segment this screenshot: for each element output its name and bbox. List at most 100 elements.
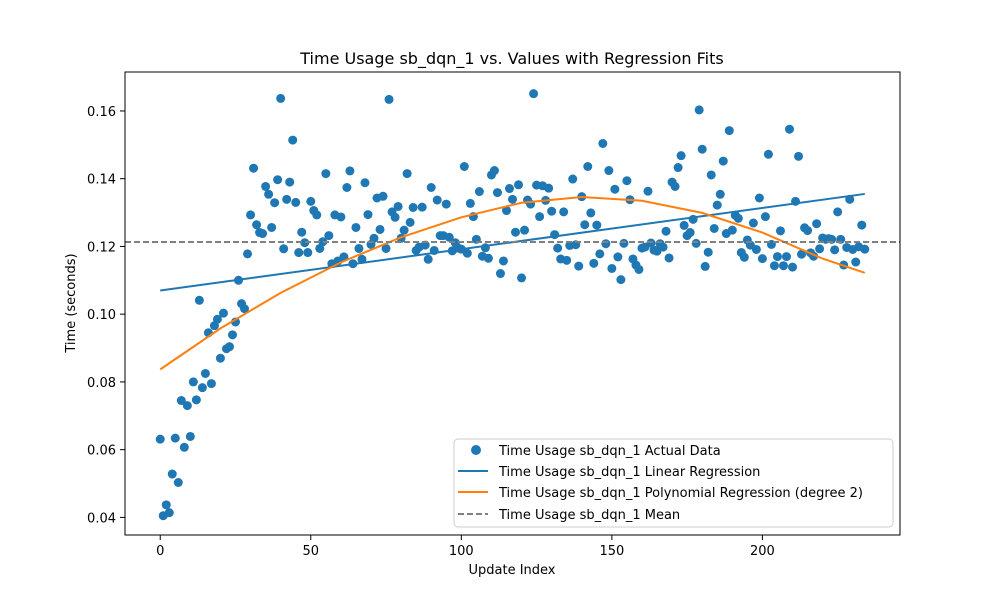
data-point (769, 261, 779, 271)
data-point (360, 178, 370, 188)
data-point (306, 196, 316, 206)
data-point (706, 170, 716, 180)
x-tick-label: 150 (599, 544, 624, 559)
data-point (694, 105, 704, 115)
data-point (315, 243, 325, 253)
data-point (206, 379, 216, 389)
polynomial-regression-curve (159, 195, 866, 371)
data-point (224, 342, 234, 352)
legend-label-linear: Time Usage sb_dqn_1 Linear Regression (498, 465, 760, 480)
y-tick-label: 0.06 (87, 444, 116, 459)
data-point (643, 186, 653, 196)
data-point (504, 184, 514, 194)
data-point (402, 169, 412, 179)
data-point (685, 228, 695, 238)
legend-marker-scatter (471, 445, 481, 455)
data-point (562, 255, 572, 265)
data-point (399, 225, 409, 235)
data-point (586, 208, 596, 218)
data-point (670, 181, 680, 191)
plot-area (125, 89, 900, 521)
data-point (489, 166, 499, 176)
data-point (273, 175, 283, 185)
data-point (589, 258, 599, 268)
data-point (288, 135, 298, 145)
data-point (393, 201, 403, 211)
data-point (300, 238, 310, 248)
data-point (718, 156, 728, 166)
data-point (285, 177, 295, 187)
data-point (282, 194, 292, 204)
data-point (465, 198, 475, 208)
data-point (529, 89, 539, 99)
x-tick-label: 50 (302, 544, 319, 559)
data-point (258, 229, 268, 239)
data-point (246, 210, 256, 220)
data-point (423, 254, 433, 264)
data-point (788, 262, 798, 272)
data-point (568, 174, 578, 184)
data-point (191, 395, 201, 405)
data-point (709, 223, 719, 233)
data-point (155, 434, 165, 444)
data-point (598, 138, 608, 148)
data-point (700, 261, 710, 271)
data-point (544, 183, 554, 193)
data-point (444, 232, 454, 242)
x-tick-label: 0 (156, 544, 164, 559)
data-point (857, 220, 867, 230)
data-point (739, 252, 749, 262)
data-point (535, 212, 545, 222)
data-point (658, 242, 668, 252)
data-point (619, 238, 629, 248)
data-point (604, 166, 614, 176)
data-point (778, 261, 788, 271)
data-point (303, 248, 313, 258)
data-point (294, 248, 304, 258)
legend-label-poly: Time Usage sb_dqn_1 Polynomial Regressio… (498, 486, 863, 501)
data-point (616, 275, 626, 285)
data-point (179, 442, 189, 452)
chart-title: Time Usage sb_dqn_1 vs. Values with Regr… (299, 49, 723, 69)
data-point (462, 248, 472, 258)
data-point (646, 238, 656, 248)
y-tick-label: 0.08 (87, 376, 116, 391)
data-point (830, 245, 840, 255)
data-point (161, 500, 171, 510)
data-point (164, 508, 174, 518)
data-point (381, 243, 391, 253)
x-tick-label: 200 (750, 544, 775, 559)
y-tick-label: 0.14 (87, 173, 116, 188)
data-point (592, 220, 602, 230)
data-point (733, 213, 743, 223)
data-point (291, 197, 301, 207)
data-point (342, 183, 352, 192)
data-point (492, 188, 502, 198)
data-point (408, 202, 418, 212)
data-point (860, 244, 870, 254)
data-point (676, 151, 686, 161)
data-point (215, 353, 225, 363)
data-point (748, 218, 758, 228)
data-point (601, 239, 611, 249)
data-point (240, 304, 250, 314)
data-point (170, 433, 180, 443)
data-point (345, 166, 355, 176)
data-point (324, 231, 334, 241)
data-point (459, 162, 469, 171)
data-point (794, 151, 804, 161)
data-point (249, 163, 259, 173)
data-point (514, 180, 524, 190)
data-point (833, 207, 843, 217)
data-point (261, 181, 271, 191)
data-point (167, 469, 177, 479)
data-point (212, 314, 222, 324)
data-point (574, 261, 584, 271)
data-point (276, 93, 286, 103)
data-point (312, 210, 322, 220)
data-point (297, 227, 307, 237)
data-point (851, 257, 861, 267)
data-point (173, 478, 183, 487)
data-point (495, 269, 505, 279)
legend-box (453, 438, 894, 528)
